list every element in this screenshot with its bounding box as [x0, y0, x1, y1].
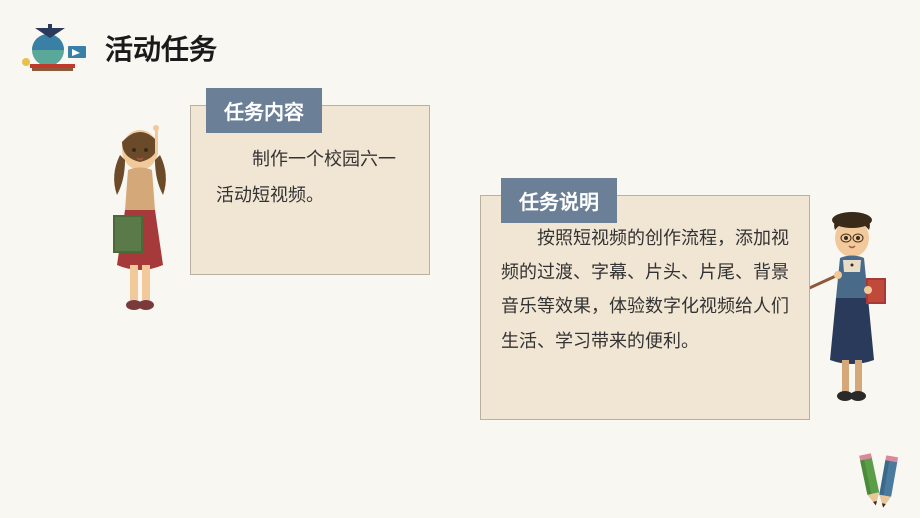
education-icon	[20, 20, 90, 75]
task-content-header: 任务内容	[206, 88, 322, 133]
teacher-right-illustration	[810, 210, 895, 405]
page-title: 活动任务	[105, 28, 217, 68]
task-content-card: 任务内容 制作一个校园六一活动短视频。	[190, 105, 430, 275]
teacher-left-illustration	[95, 120, 185, 320]
task-description-body: 按照短视频的创作流程，添加视频的过渡、字幕、片头、片尾、背景音乐等效果，体验数字…	[481, 196, 809, 378]
pencils-icon	[850, 448, 905, 508]
task-description-header: 任务说明	[501, 178, 617, 223]
task-description-card: 任务说明 按照短视频的创作流程，添加视频的过渡、字幕、片头、片尾、背景音乐等效果…	[480, 195, 810, 420]
header: 活动任务	[20, 20, 217, 75]
